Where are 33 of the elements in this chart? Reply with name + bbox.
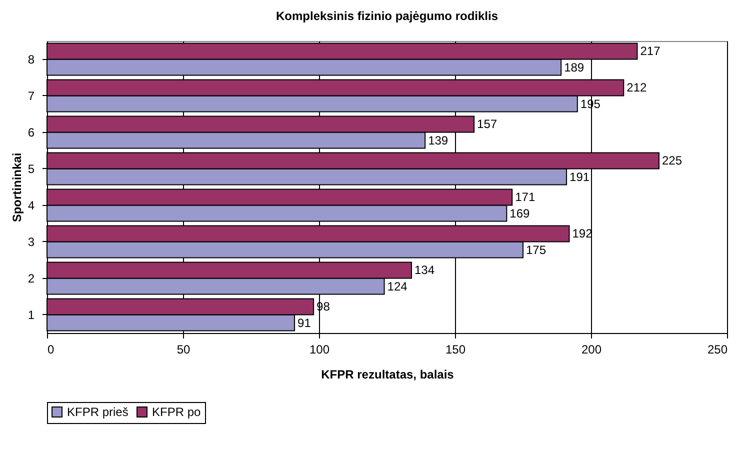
chart-title: Kompleksinis fizinio pajėgumo rodiklis (276, 9, 498, 23)
y-tick-label: 3 (28, 234, 35, 249)
x-axis-title: KFPR rezultatas, balais (321, 368, 454, 382)
y-axis-title: Sportininkai (10, 152, 24, 222)
y-tick-label: 8 (28, 52, 35, 66)
data-label: 225 (662, 154, 682, 168)
data-label: 189 (564, 60, 584, 74)
legend-label: KFPR po (152, 405, 202, 419)
x-tick-label: 100 (309, 342, 330, 356)
data-label: 91 (298, 316, 312, 330)
x-tick-label: 0 (48, 342, 54, 356)
x-tick-label: 250 (707, 342, 728, 356)
data-label: 171 (515, 190, 536, 204)
y-tick-label: 5 (28, 162, 35, 176)
data-label: 217 (640, 44, 661, 58)
data-label: 175 (526, 242, 546, 257)
y-tick-label: 1 (28, 308, 35, 322)
y-tick-label: 2 (28, 271, 35, 286)
data-label: 192 (572, 226, 593, 241)
x-tick-label: 150 (445, 342, 466, 356)
x-tick-label: 50 (176, 342, 190, 356)
legend-label: KFPR prieš (67, 405, 128, 419)
data-label: 139 (428, 133, 448, 148)
data-label: 157 (477, 117, 498, 132)
data-label: 212 (626, 80, 647, 95)
x-tick-label: 200 (581, 342, 602, 356)
y-tick-label: 4 (28, 198, 35, 212)
y-tick-label: 7 (28, 88, 35, 103)
y-tick-label: 6 (28, 125, 35, 140)
data-label: 124 (387, 279, 408, 294)
data-label: 169 (510, 206, 530, 220)
data-label: 191 (570, 170, 590, 184)
data-label: 134 (414, 263, 435, 278)
